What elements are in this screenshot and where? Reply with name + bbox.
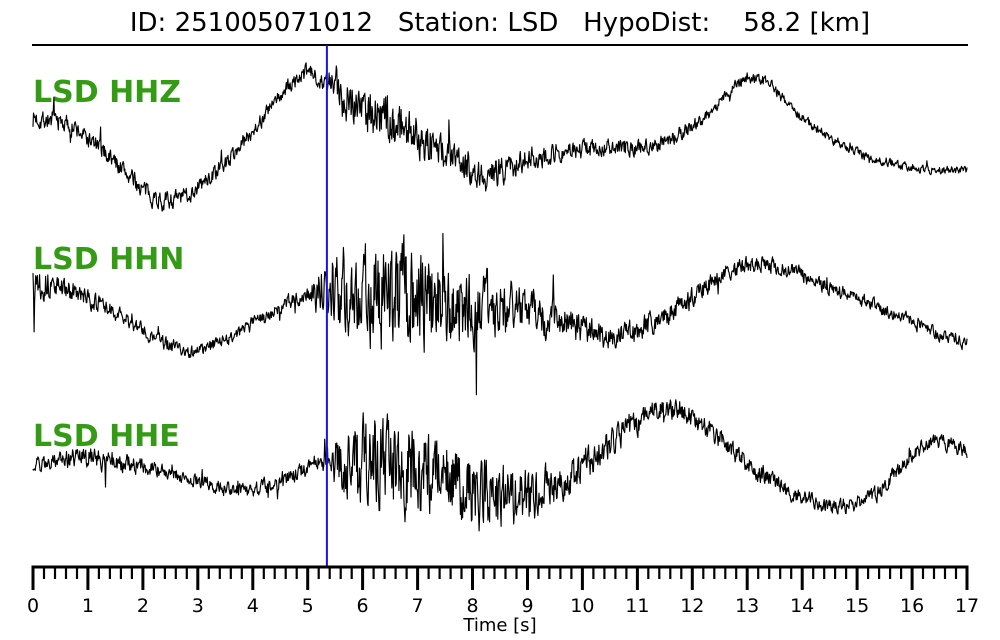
figure-title: ID: 251005071012 Station: LSD HypoDist: … <box>129 8 871 38</box>
channel-label-hhz: LSD HHZ <box>33 75 181 110</box>
x-axis-tick-label: 11 <box>625 595 649 617</box>
x-axis-tick-label: 10 <box>570 595 594 617</box>
trace-hhe <box>32 399 968 532</box>
x-axis-tick-label: 9 <box>521 595 533 617</box>
x-axis-title: Time [s] <box>462 615 536 636</box>
x-axis-tick-label: 6 <box>357 595 369 617</box>
x-axis-tick-label: 5 <box>302 595 314 617</box>
x-axis-tick-label: 3 <box>192 595 204 617</box>
x-axis-tick-label: 8 <box>466 595 478 617</box>
channel-label-hhe: LSD HHE <box>33 419 180 454</box>
x-axis-tick-label: 12 <box>680 595 704 617</box>
x-axis-tick-label: 0 <box>27 595 39 617</box>
x-axis-tick-label: 7 <box>412 595 424 617</box>
channel-label-hhn: LSD HHN <box>33 242 184 277</box>
x-axis-tick-label: 13 <box>735 595 759 617</box>
x-axis-tick-label: 1 <box>82 595 94 617</box>
trace-hhz <box>32 62 968 212</box>
x-axis-tick-label: 15 <box>845 595 869 617</box>
trace-hhn <box>32 232 968 396</box>
x-axis-tick-label: 2 <box>137 595 149 617</box>
x-axis-tick-label: 17 <box>955 595 979 617</box>
x-axis-tick-label: 14 <box>790 595 814 617</box>
x-axis-tick-label: 16 <box>900 595 924 617</box>
x-axis-tick-label: 4 <box>247 595 259 617</box>
